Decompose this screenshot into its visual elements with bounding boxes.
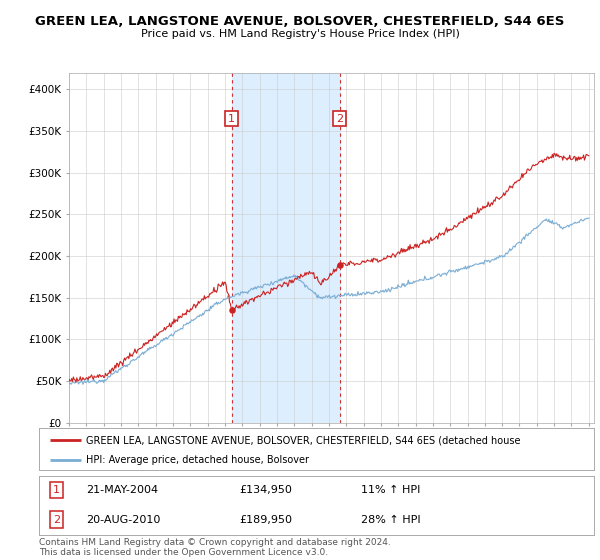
Text: 2: 2: [336, 114, 343, 124]
Point: [335, 260, 344, 269]
Text: 11% ↑ HPI: 11% ↑ HPI: [361, 485, 420, 495]
Text: Contains HM Land Registry data © Crown copyright and database right 2024.
This d: Contains HM Land Registry data © Crown c…: [39, 538, 391, 557]
Point: [227, 306, 236, 315]
Text: 1: 1: [228, 114, 235, 124]
Text: Price paid vs. HM Land Registry's House Price Index (HPI): Price paid vs. HM Land Registry's House …: [140, 29, 460, 39]
Bar: [232, 73, 340, 423]
Text: GREEN LEA, LANGSTONE AVENUE, BOLSOVER, CHESTERFIELD, S44 6ES: GREEN LEA, LANGSTONE AVENUE, BOLSOVER, C…: [35, 15, 565, 28]
Text: GREEN LEA, LANGSTONE AVENUE, BOLSOVER, CHESTERFIELD, S44 6ES (detached house: GREEN LEA, LANGSTONE AVENUE, BOLSOVER, C…: [86, 435, 521, 445]
Text: £189,950: £189,950: [239, 515, 292, 525]
Text: 1: 1: [53, 485, 60, 495]
Text: 28% ↑ HPI: 28% ↑ HPI: [361, 515, 421, 525]
Text: 21-MAY-2004: 21-MAY-2004: [86, 485, 158, 495]
Text: £134,950: £134,950: [239, 485, 292, 495]
Text: 2: 2: [53, 515, 60, 525]
Text: 20-AUG-2010: 20-AUG-2010: [86, 515, 161, 525]
Text: HPI: Average price, detached house, Bolsover: HPI: Average price, detached house, Bols…: [86, 455, 309, 465]
